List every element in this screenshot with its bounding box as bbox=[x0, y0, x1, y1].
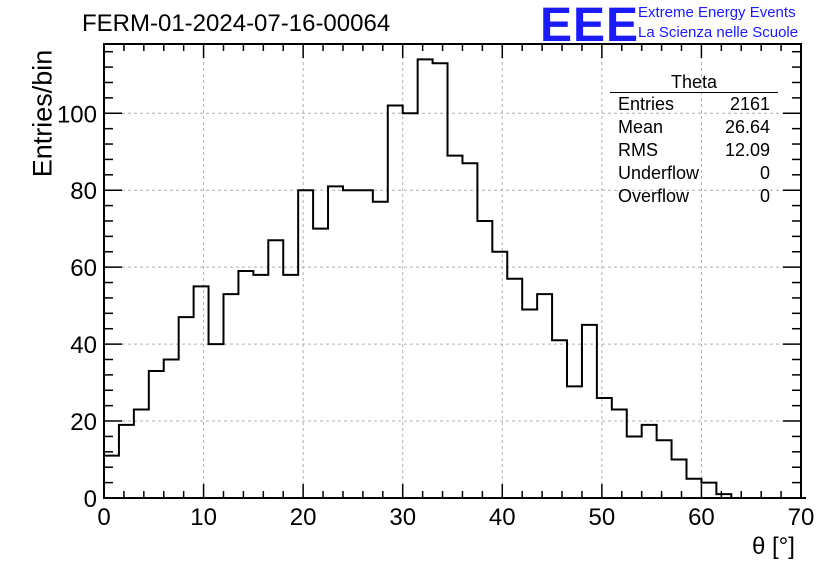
x-axis-label: θ [°] bbox=[752, 533, 795, 560]
stats-row-rms: RMS 12.09 bbox=[610, 139, 778, 162]
y-axis-label: Entries/bin bbox=[27, 49, 58, 178]
logo-caption: Extreme Energy Events La Scienza nelle S… bbox=[638, 3, 798, 43]
stats-label: Overflow bbox=[618, 186, 690, 206]
stats-row-entries: Entries 2161 bbox=[610, 93, 778, 116]
stats-title: Theta bbox=[610, 72, 778, 93]
stats-label: Entries bbox=[618, 94, 675, 114]
y-tick-label: 20 bbox=[70, 409, 97, 436]
stats-row-mean: Mean 26.64 bbox=[610, 116, 778, 139]
eee-logo: EEE bbox=[540, 0, 640, 52]
plot-frame bbox=[103, 43, 802, 499]
x-tick-label: 20 bbox=[290, 504, 317, 531]
y-tick-label: 60 bbox=[70, 255, 97, 282]
y-tick-label: 80 bbox=[70, 178, 97, 205]
y-tick-label: 40 bbox=[70, 332, 97, 359]
stats-label: Mean bbox=[618, 117, 664, 137]
y-tick-label: 0 bbox=[84, 486, 97, 513]
stats-value: 26.64 bbox=[724, 117, 770, 137]
stats-row-overflow: Overflow 0 bbox=[610, 185, 778, 208]
x-tick-label: 10 bbox=[190, 504, 217, 531]
histogram-step-line bbox=[104, 58, 806, 499]
stats-label: Underflow bbox=[618, 163, 700, 183]
x-tick-label: 70 bbox=[788, 504, 815, 531]
stats-value: 12.09 bbox=[724, 140, 770, 160]
stats-value: 2161 bbox=[729, 94, 770, 114]
y-tick-label: 100 bbox=[57, 101, 97, 128]
stats-box: Theta Entries 2161 Mean 26.64 RMS 12.09 … bbox=[610, 72, 778, 208]
stats-row-underflow: Underflow 0 bbox=[610, 162, 778, 185]
x-tick-label: 30 bbox=[389, 504, 416, 531]
stats-value: 0 bbox=[759, 163, 770, 183]
x-tick-label: 40 bbox=[489, 504, 516, 531]
logo-line-2: La Scienza nelle Scuole bbox=[638, 24, 799, 41]
chart-title: FERM-01-2024-07-16-00064 bbox=[82, 10, 391, 37]
logo-line-1: Extreme Energy Events bbox=[638, 4, 796, 21]
x-tick-label: 50 bbox=[589, 504, 616, 531]
stats-value: 0 bbox=[759, 186, 770, 206]
x-tick-label: 0 bbox=[97, 504, 110, 531]
stats-label: RMS bbox=[618, 140, 658, 160]
x-tick-label: 60 bbox=[688, 504, 715, 531]
